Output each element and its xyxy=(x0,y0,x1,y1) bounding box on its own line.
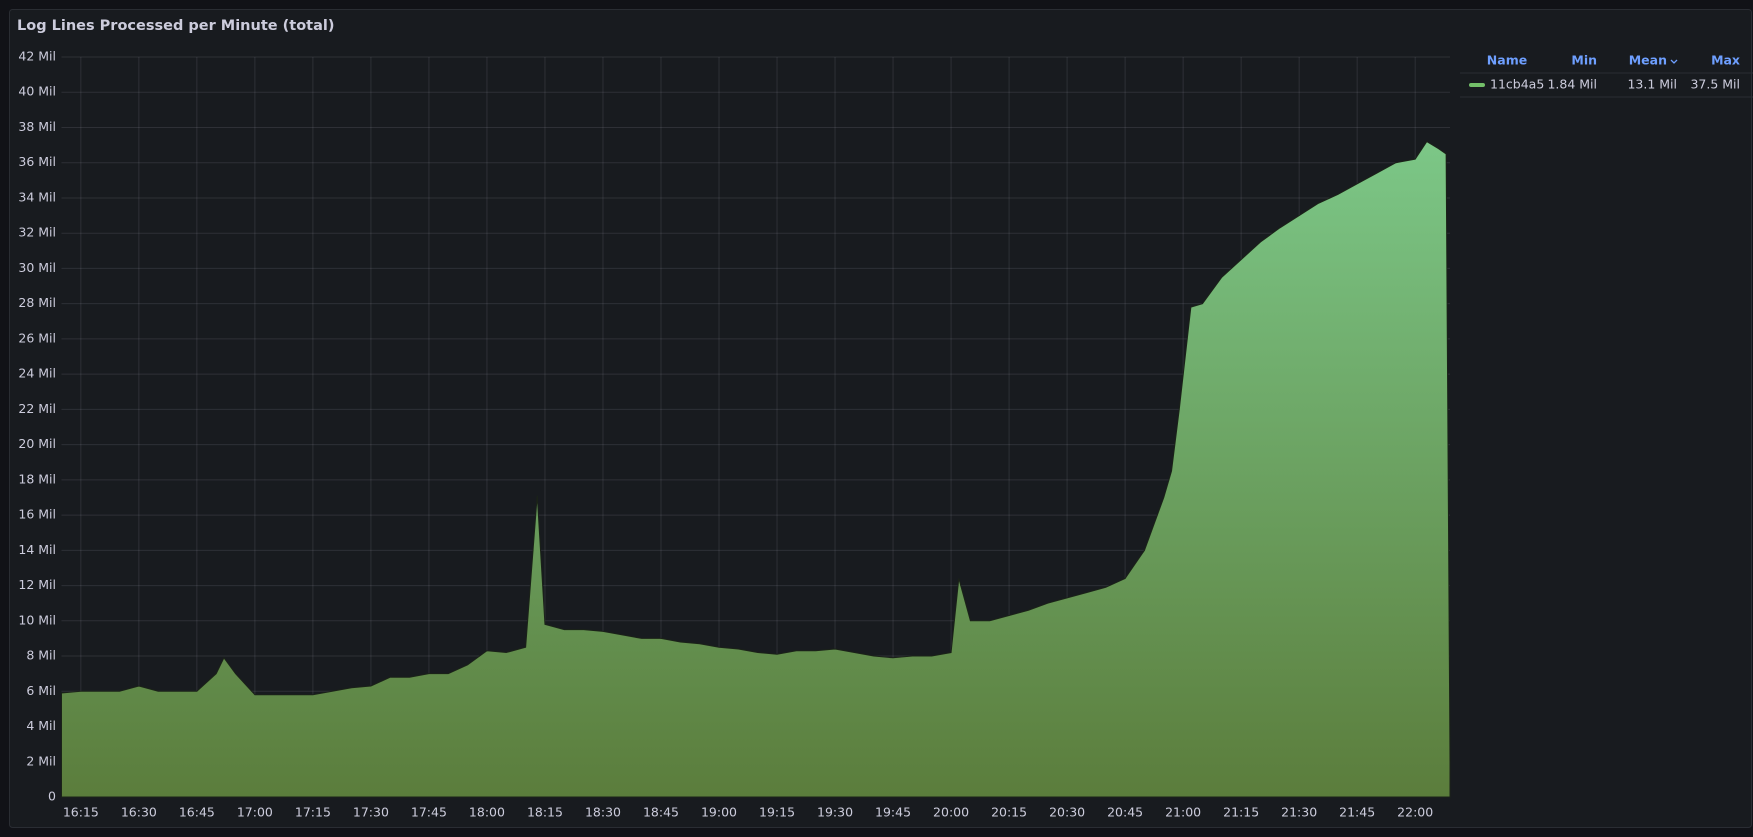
legend-stat: 37.5 Mil xyxy=(1690,77,1740,92)
x-tick-label: 19:30 xyxy=(817,805,853,820)
x-tick-label: 21:45 xyxy=(1339,805,1375,820)
y-tick-label: 42 Mil xyxy=(18,49,56,64)
x-tick-label: 19:45 xyxy=(875,805,911,820)
x-tick-label: 21:30 xyxy=(1281,805,1317,820)
legend-stat: 13.1 Mil xyxy=(1627,77,1677,92)
y-tick-label: 12 Mil xyxy=(18,577,56,592)
area xyxy=(61,140,1451,798)
x-tick-label: 17:45 xyxy=(411,805,447,820)
legend-stat: 1.84 Mil xyxy=(1547,77,1597,92)
y-tick-label: 34 Mil xyxy=(18,189,56,204)
x-tick-label: 17:30 xyxy=(353,805,389,820)
x-tick-label: 18:00 xyxy=(469,805,505,820)
x-tick-label: 17:15 xyxy=(295,805,331,820)
y-tick-label: 30 Mil xyxy=(18,260,56,275)
x-tick-label: 18:45 xyxy=(643,805,679,820)
x-tick-label: 18:30 xyxy=(585,805,621,820)
y-tick-label: 26 Mil xyxy=(18,330,56,345)
x-tick-label: 20:15 xyxy=(991,805,1027,820)
y-tick-label: 6 Mil xyxy=(26,683,56,698)
y-tick-label: 0 xyxy=(48,789,56,804)
x-tick-label: 21:15 xyxy=(1223,805,1259,820)
y-tick-label: 38 Mil xyxy=(18,119,56,134)
y-tick-label: 20 Mil xyxy=(18,436,56,451)
y-tick-label: 14 Mil xyxy=(18,542,56,557)
x-tick-label: 20:30 xyxy=(1049,805,1085,820)
y-tick-label: 18 Mil xyxy=(18,471,56,486)
y-tick-label: 28 Mil xyxy=(18,295,56,310)
x-tick-label: 19:00 xyxy=(701,805,737,820)
legend-header[interactable]: Mean xyxy=(1629,53,1667,68)
x-tick-label: 16:15 xyxy=(63,805,99,820)
legend-header: Max xyxy=(1711,53,1740,68)
legend-entry[interactable]: 11cb4a5 xyxy=(1490,77,1544,92)
y-tick-label: 16 Mil xyxy=(18,507,56,522)
x-tick-label: 22:00 xyxy=(1397,805,1433,820)
legend-header: Name xyxy=(1487,53,1527,68)
y-tick-label: 10 Mil xyxy=(18,612,56,627)
x-tick-label: 20:00 xyxy=(933,805,969,820)
y-tick-label: 2 Mil xyxy=(26,753,56,768)
x-tick-label: 20:45 xyxy=(1107,805,1143,820)
x-tick-label: 18:15 xyxy=(527,805,563,820)
chart-title: Log Lines Processed per Minute (total) xyxy=(17,18,334,34)
y-tick-label: 8 Mil xyxy=(26,648,56,663)
x-tick-label: 19:15 xyxy=(759,805,795,820)
legend: Name Min Mean Max 11cb4a5 1.84 Mil 13.1 … xyxy=(1460,53,1753,98)
y-tick-label: 36 Mil xyxy=(18,154,56,169)
x-tick-label: 16:30 xyxy=(121,805,157,820)
x-tick-label: 17:00 xyxy=(237,805,273,820)
y-tick-label: 32 Mil xyxy=(18,225,56,240)
y-tick-label: 24 Mil xyxy=(18,366,56,381)
y-tick-label: 40 Mil xyxy=(18,84,56,99)
legend-header: Min xyxy=(1571,53,1597,68)
x-tick-label: 21:00 xyxy=(1165,805,1201,820)
y-tick-label: 4 Mil xyxy=(26,718,56,733)
x-tick-label: 16:45 xyxy=(179,805,215,820)
y-tick-label: 22 Mil xyxy=(18,401,56,416)
sort-icon[interactable] xyxy=(1670,59,1678,64)
